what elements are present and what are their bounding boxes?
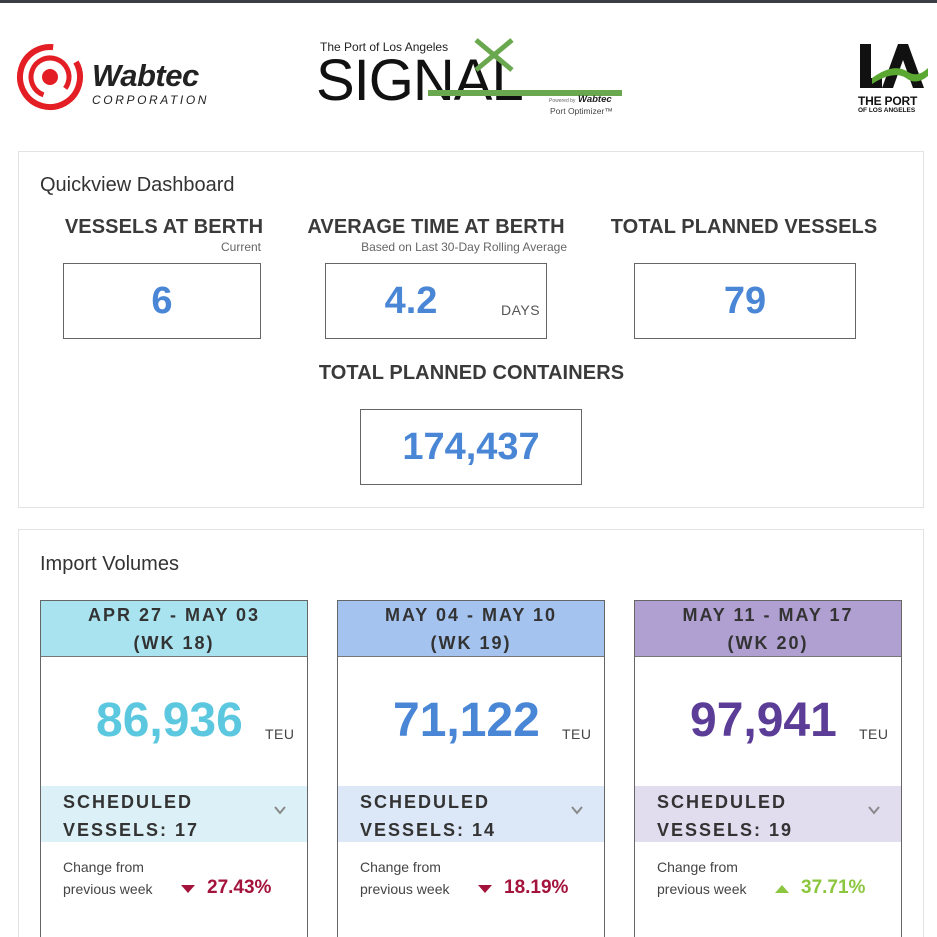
vessels-at-berth-sub: Current xyxy=(220,240,261,254)
port-of-la-logo[interactable]: THE PORT OF LOS ANGELES xyxy=(852,40,932,116)
total-containers-value: 174,437 xyxy=(402,425,540,468)
avg-time-unit: DAYS xyxy=(501,302,541,318)
card-teu-unit: TEU xyxy=(859,726,889,742)
avg-time-box[interactable]: 4.2 DAYS xyxy=(325,263,547,339)
change-label: Change from previous week xyxy=(657,859,747,897)
signal-logo[interactable]: The Port of Los Angeles SIGNAL Powered b… xyxy=(316,38,628,118)
card-teu-value: 71,122 xyxy=(393,694,540,747)
change-value: 37.71% xyxy=(801,877,866,898)
card-week-header: MAY 04 - MAY 10 (WK 19) xyxy=(338,601,604,657)
change-value: 18.19% xyxy=(504,877,569,898)
card-week-number: (WK 20) xyxy=(727,633,809,653)
la-logo-line2: OF LOS ANGELES xyxy=(858,107,916,114)
triangle-down-icon xyxy=(181,885,195,893)
import-card-wk18[interactable]: APR 27 - MAY 03 (WK 18) 86,936 TEU SCHED… xyxy=(40,600,308,937)
scheduled-vessels-toggle[interactable]: SCHEDULED VESSELS: 17 xyxy=(41,786,307,842)
la-logo-line1: THE PORT xyxy=(858,94,918,108)
top-border xyxy=(0,0,937,3)
card-week-header: MAY 11 - MAY 17 (WK 20) xyxy=(635,601,901,657)
vessels-at-berth-label: VESSELS AT BERTH xyxy=(64,216,264,238)
card-teu-value: 86,936 xyxy=(96,694,243,747)
wabtec-logo-icon xyxy=(17,44,83,110)
chevron-down-icon[interactable] xyxy=(273,803,287,817)
signal-port-optimizer: Port Optimizer™ xyxy=(550,106,613,116)
quickview-panel: Quickview Dashboard VESSELS AT BERTH Cur… xyxy=(18,151,924,508)
change-label: Change from previous week xyxy=(63,859,153,897)
signal-tagline: The Port of Los Angeles xyxy=(320,40,449,54)
scheduled-vessels-text: SCHEDULED VESSELS: 17 xyxy=(63,792,200,840)
card-teu-value: 97,941 xyxy=(690,694,837,747)
card-date-range: MAY 11 - MAY 17 xyxy=(682,605,854,625)
change-value: 27.43% xyxy=(207,877,272,898)
import-card-wk19[interactable]: MAY 04 - MAY 10 (WK 19) 71,122 TEU SCHED… xyxy=(337,600,605,937)
avg-time-label: AVERAGE TIME AT BERTH xyxy=(307,216,565,238)
avg-time-sub: Based on Last 30-Day Rolling Average xyxy=(361,240,567,254)
chevron-down-icon[interactable] xyxy=(570,803,584,817)
scheduled-vessels-text: SCHEDULED VESSELS: 14 xyxy=(360,792,497,840)
wabtec-logo[interactable]: Wabtec CORPORATION xyxy=(16,40,236,114)
triangle-up-icon xyxy=(775,885,789,893)
vessels-at-berth-box[interactable]: 6 xyxy=(63,263,261,339)
triangle-down-icon xyxy=(478,885,492,893)
vessels-at-berth-value: 6 xyxy=(151,279,173,322)
total-vessels-value: 79 xyxy=(723,279,767,322)
card-week-number: (WK 19) xyxy=(430,633,512,653)
import-volumes-panel: Import Volumes APR 27 - MAY 03 (WK 18) 8… xyxy=(18,529,924,937)
card-week-number: (WK 18) xyxy=(133,633,215,653)
signal-crane-icon xyxy=(428,38,622,96)
scheduled-vessels-toggle[interactable]: SCHEDULED VESSELS: 14 xyxy=(338,786,604,842)
la-logo-icon xyxy=(860,44,928,88)
card-date-range: APR 27 - MAY 03 xyxy=(87,605,261,625)
wabtec-subtitle: CORPORATION xyxy=(92,93,210,107)
card-week-header: APR 27 - MAY 03 (WK 18) xyxy=(41,601,307,657)
import-volumes-title: Import Volumes xyxy=(40,553,179,575)
change-label: Change from previous week xyxy=(360,859,450,897)
total-containers-label: TOTAL PLANNED CONTAINERS xyxy=(318,362,625,384)
total-vessels-label: TOTAL PLANNED VESSELS xyxy=(610,216,878,238)
quickview-title: Quickview Dashboard xyxy=(40,174,235,196)
wabtec-wordmark: Wabtec xyxy=(92,58,199,93)
import-card-wk20[interactable]: MAY 11 - MAY 17 (WK 20) 97,941 TEU SCHED… xyxy=(634,600,902,937)
scheduled-vessels-toggle[interactable]: SCHEDULED VESSELS: 19 xyxy=(635,786,901,842)
card-date-range: MAY 04 - MAY 10 xyxy=(384,605,558,625)
signal-powered-by: Powered by Wabtec xyxy=(549,94,612,105)
total-containers-box[interactable]: 174,437 xyxy=(360,409,582,485)
avg-time-value: 4.2 xyxy=(384,279,438,322)
card-teu-unit: TEU xyxy=(562,726,592,742)
card-teu-unit: TEU xyxy=(265,726,295,742)
scheduled-vessels-text: SCHEDULED VESSELS: 19 xyxy=(657,792,794,840)
chevron-down-icon[interactable] xyxy=(867,803,881,817)
total-vessels-box[interactable]: 79 xyxy=(634,263,856,339)
